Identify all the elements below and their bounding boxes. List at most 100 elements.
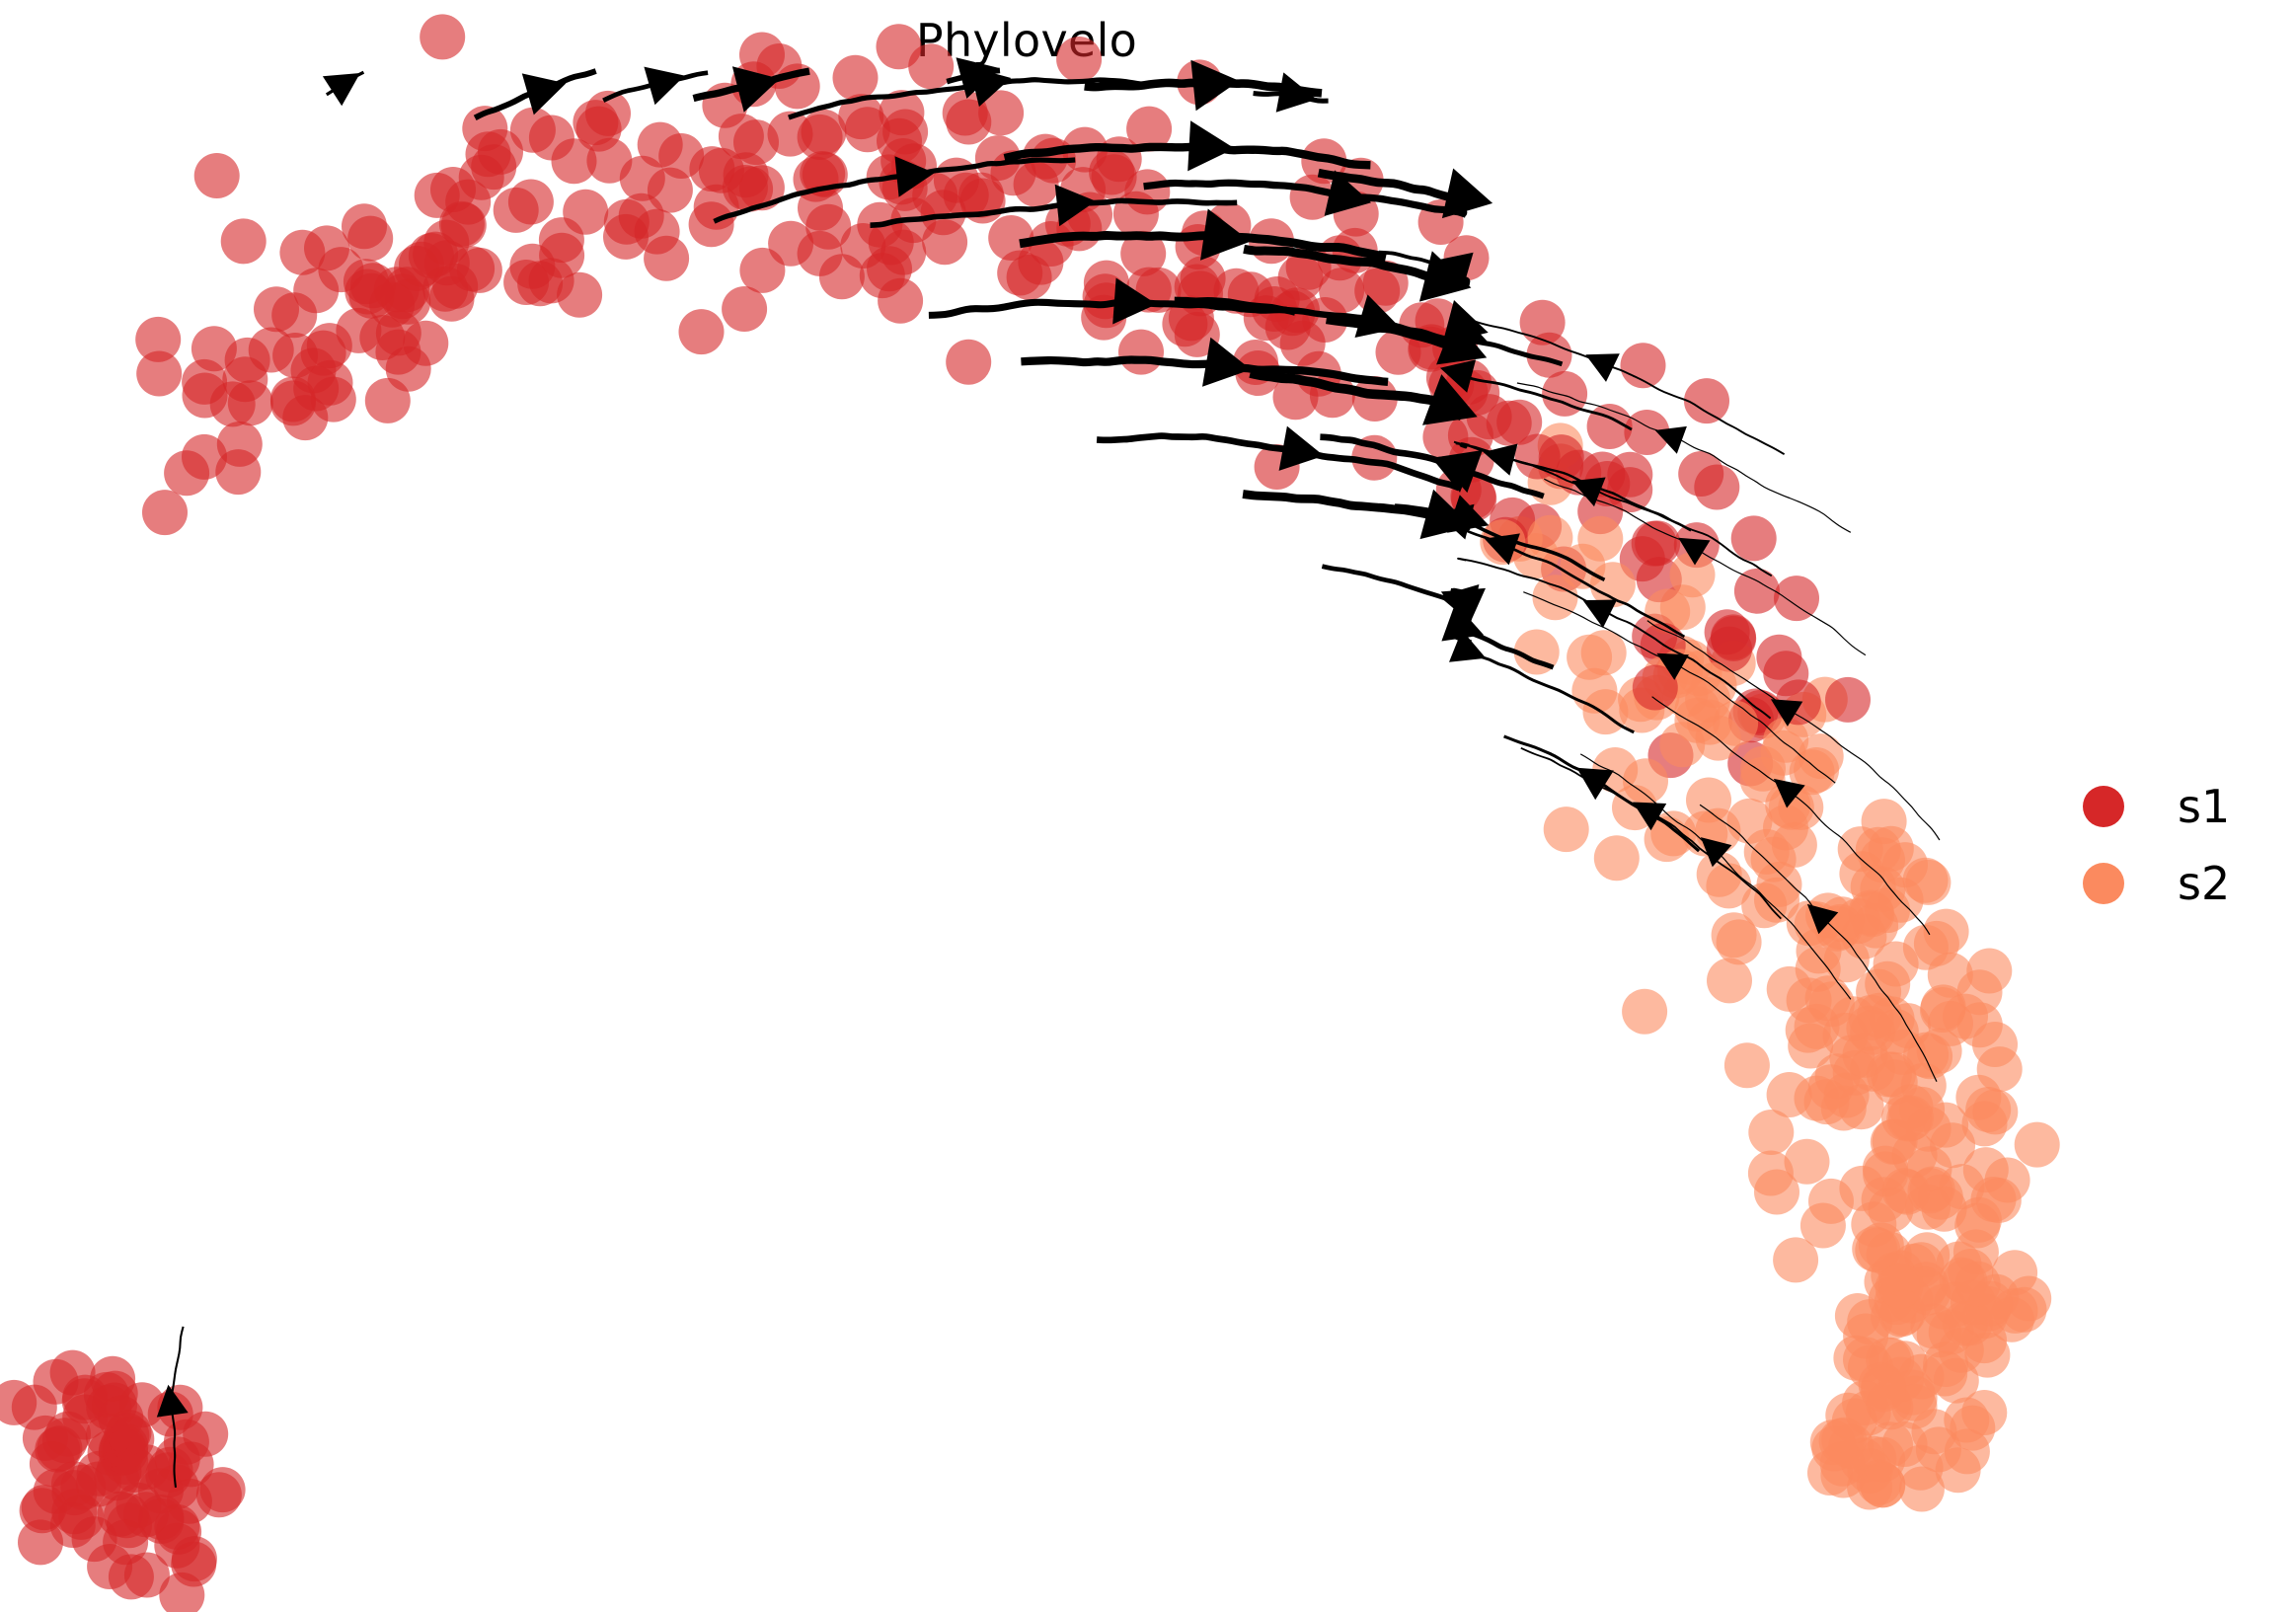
scatter-point (1915, 1426, 1961, 1473)
streamline-arrowhead (731, 66, 780, 113)
scatter-point (844, 107, 890, 153)
velocity-streamline (1253, 72, 1329, 113)
scatter-point (1620, 343, 1666, 389)
streamline-arrowhead (156, 1384, 189, 1418)
scatter-point (922, 219, 968, 266)
scatter-point (1838, 1084, 1884, 1130)
velocity-streamline (928, 277, 1296, 325)
scatter-point (1422, 414, 1469, 460)
scatter-point (797, 230, 843, 276)
scatter-point (1056, 37, 1103, 82)
scatter-point (1580, 630, 1627, 676)
scatter-point (832, 54, 879, 101)
scatter-point (108, 1554, 154, 1600)
scatter-point (254, 286, 299, 333)
streamline-arrowhead (1571, 477, 1606, 507)
streamline-arrowhead (1700, 837, 1732, 868)
scatter-point (60, 1464, 107, 1510)
scatter-point (1174, 311, 1220, 357)
streamline-path (1579, 753, 1852, 1000)
streamline-arrowhead (1422, 374, 1478, 425)
scatter-point (1716, 919, 1762, 965)
velocity-streamline (602, 66, 709, 106)
velocity-streamline (1096, 425, 1461, 492)
velocity-streamline (1579, 753, 1852, 1000)
scatter-point (1532, 575, 1578, 621)
legend-swatch-s2 (2083, 863, 2124, 904)
scatter-point (879, 90, 925, 136)
scatter-point (722, 286, 768, 332)
scatter-point (1496, 399, 1543, 445)
scatter-point (619, 155, 665, 201)
streamline-path (1453, 440, 1773, 577)
streamline-arrowhead (1806, 903, 1839, 935)
scatter-point (678, 309, 725, 355)
scatter-point (193, 153, 240, 198)
scatter-point (1774, 576, 1819, 622)
scatter-point (1773, 1237, 1819, 1283)
scatter-point (1593, 835, 1640, 882)
velocity-streamline (1457, 557, 1772, 720)
streamline-arrowhead (1585, 353, 1620, 382)
scatter-point (1659, 722, 1706, 768)
streamline-arrowhead (1324, 170, 1372, 216)
streamline-arrowhead (1434, 252, 1474, 288)
scatter-point (1730, 515, 1777, 562)
scatter-point (1848, 1344, 1893, 1391)
legend-item-s2[interactable]: s2 (2071, 845, 2283, 922)
streamline-arrowhead (956, 57, 1000, 99)
streamline-path (1699, 804, 1938, 1082)
scatter-point (1120, 230, 1167, 276)
streamline-arrowhead (1054, 184, 1097, 227)
scatter-point (876, 24, 922, 70)
scatter-point (403, 320, 449, 366)
scatter-point (733, 119, 779, 166)
scatter-point (1741, 883, 1788, 929)
scatter-point (420, 14, 466, 60)
scatter-point (797, 114, 843, 160)
scatter-point (290, 347, 337, 394)
scatter-point (840, 223, 886, 269)
scatter-point (156, 1508, 202, 1555)
velocity-streamline (870, 184, 1238, 228)
scatter-point (1747, 1150, 1794, 1196)
velocity-streamline (1446, 311, 1564, 367)
streamline-arrowhead (1440, 587, 1486, 628)
streamline-arrowhead (1190, 59, 1240, 112)
velocity-streamline (1439, 359, 1633, 431)
scatter-point (1707, 958, 1752, 1004)
velocity-streamline (1449, 630, 1635, 734)
scatter-point (318, 247, 364, 293)
scatter-point (385, 278, 431, 325)
scatter-point (216, 421, 263, 467)
velocity-streamline (1378, 250, 1474, 288)
streamline-arrowhead (1656, 652, 1689, 680)
velocity-streamline (1019, 208, 1387, 262)
velocity-streamline (1458, 314, 1786, 456)
scatter-point (209, 381, 256, 427)
scatter-point (1723, 1042, 1770, 1089)
scatter-point (912, 172, 958, 218)
legend-item-s1[interactable]: s1 (2071, 768, 2283, 845)
velocity-streamline (1651, 696, 1931, 936)
scatter-point (182, 433, 227, 480)
velocity-stream-layer (156, 57, 1941, 1489)
streamline-path (928, 298, 1296, 319)
streamline-path (1458, 314, 1786, 456)
streamline-arrowhead (1275, 72, 1317, 113)
velocity-streamline (946, 57, 1001, 99)
scatter-point (509, 107, 556, 153)
velocity-streamline (1699, 804, 1938, 1082)
velocity-streamline (1084, 59, 1323, 112)
streamline-arrowhead (1582, 599, 1618, 629)
scatter-point (1904, 1232, 1951, 1278)
scatter-point (1905, 859, 1952, 905)
streamline-path (713, 157, 1076, 224)
scatter-point (1766, 965, 1812, 1012)
legend-swatch-s1 (2083, 786, 2124, 827)
streamline-path (1646, 620, 1941, 841)
scatter-point (1375, 329, 1421, 375)
scatter-point (220, 218, 267, 265)
scatter-point (159, 1572, 205, 1612)
